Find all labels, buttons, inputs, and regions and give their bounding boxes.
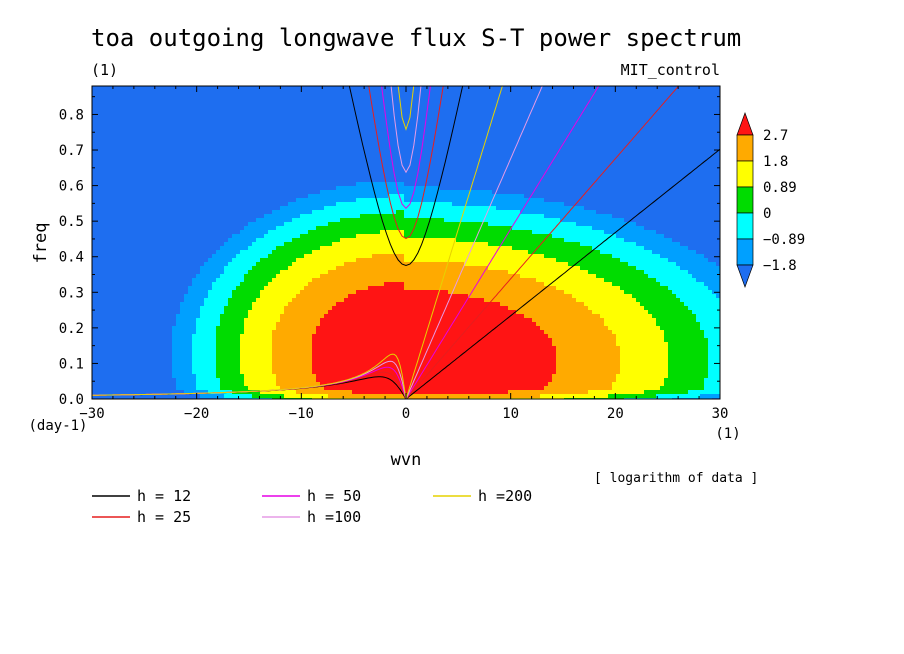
y-tick-label: 0.3 <box>59 285 84 301</box>
plot-area <box>92 86 720 399</box>
x-tick-label: −20 <box>184 406 209 422</box>
curve-h-200-rossby <box>92 353 407 399</box>
colorbar-segment <box>736 186 754 214</box>
y-tick-label: 0.7 <box>59 143 84 159</box>
y-tick-label: 0.0 <box>59 392 84 408</box>
curve-h-12-kelvin <box>405 148 720 399</box>
dispersion-curves <box>92 86 720 399</box>
curve-h-200-gravity <box>397 86 415 131</box>
legend-label: h =200 <box>478 487 532 505</box>
x-tick-label: −10 <box>289 406 314 422</box>
filled-contours <box>92 86 720 399</box>
colorbar-segment <box>736 160 754 188</box>
colorbar-label: 0.89 <box>763 180 797 196</box>
colorbar-min-arrow <box>736 264 754 289</box>
y-axis-label: freq <box>31 223 51 264</box>
x-axis-label: wvn <box>391 450 422 470</box>
data-note: [ logarithm of data ] <box>594 471 758 486</box>
colorbar: 2.7 1.8 0.89 0 −0.89 −1.8 <box>736 111 805 289</box>
y-tick-label: 0.5 <box>59 214 84 230</box>
colorbar-segment <box>736 134 754 162</box>
y-tick-label: 0.6 <box>59 179 84 195</box>
legend: h = 12 h = 25 h = 50 h =100 h =200 <box>92 487 532 526</box>
x-tick-label: 10 <box>502 406 519 422</box>
colorbar-segment <box>736 238 754 266</box>
legend-label: h =100 <box>307 508 361 526</box>
colorbar-label: −1.8 <box>763 258 797 274</box>
colorbar-max-arrow <box>736 111 754 136</box>
colorbar-label: 1.8 <box>763 154 788 170</box>
curve-h-50-gravity <box>381 86 431 210</box>
chart-subtitle-left: (1) <box>91 61 118 79</box>
x-tick-label: 30 <box>712 406 729 422</box>
chart-title: toa outgoing longwave flux S-T power spe… <box>91 24 741 52</box>
x-tick-label: −30 <box>79 406 104 422</box>
curve-h-25-kelvin <box>405 86 680 399</box>
colorbar-segment <box>736 212 754 240</box>
legend-label: h = 25 <box>137 508 191 526</box>
legend-label: h = 50 <box>307 487 361 505</box>
y-tick-label: 0.4 <box>59 250 84 266</box>
curve-h-50-kelvin <box>405 86 600 399</box>
curve-h-100-gravity <box>390 86 422 174</box>
x-axis: −30 −20 −10 0 10 20 30 <box>79 86 728 422</box>
curve-h-12-gravity <box>348 86 464 267</box>
y-tick-label: 0.2 <box>59 321 84 337</box>
curve-h-25-gravity <box>368 86 444 240</box>
y-tick-label: 0.8 <box>59 107 84 123</box>
colorbar-label: −0.89 <box>763 232 805 248</box>
y-tick-label: 0.1 <box>59 356 84 372</box>
colorbar-label: 2.7 <box>763 128 788 144</box>
x-tick-label: 20 <box>607 406 624 422</box>
legend-label: h = 12 <box>137 487 191 505</box>
chart-subtitle-right: MIT_control <box>621 61 720 79</box>
curve-h-100-kelvin <box>405 86 543 399</box>
y-axis: 0.0 0.1 0.2 0.3 0.4 0.5 0.6 0.7 0.8 <box>59 96 720 408</box>
x-tick-label: 0 <box>402 406 410 422</box>
y-unit-label: (day-1) <box>28 418 87 434</box>
x-unit-label: (1) <box>715 426 740 442</box>
colorbar-label: 0 <box>763 206 771 222</box>
curve-h-200-kelvin <box>405 86 503 399</box>
